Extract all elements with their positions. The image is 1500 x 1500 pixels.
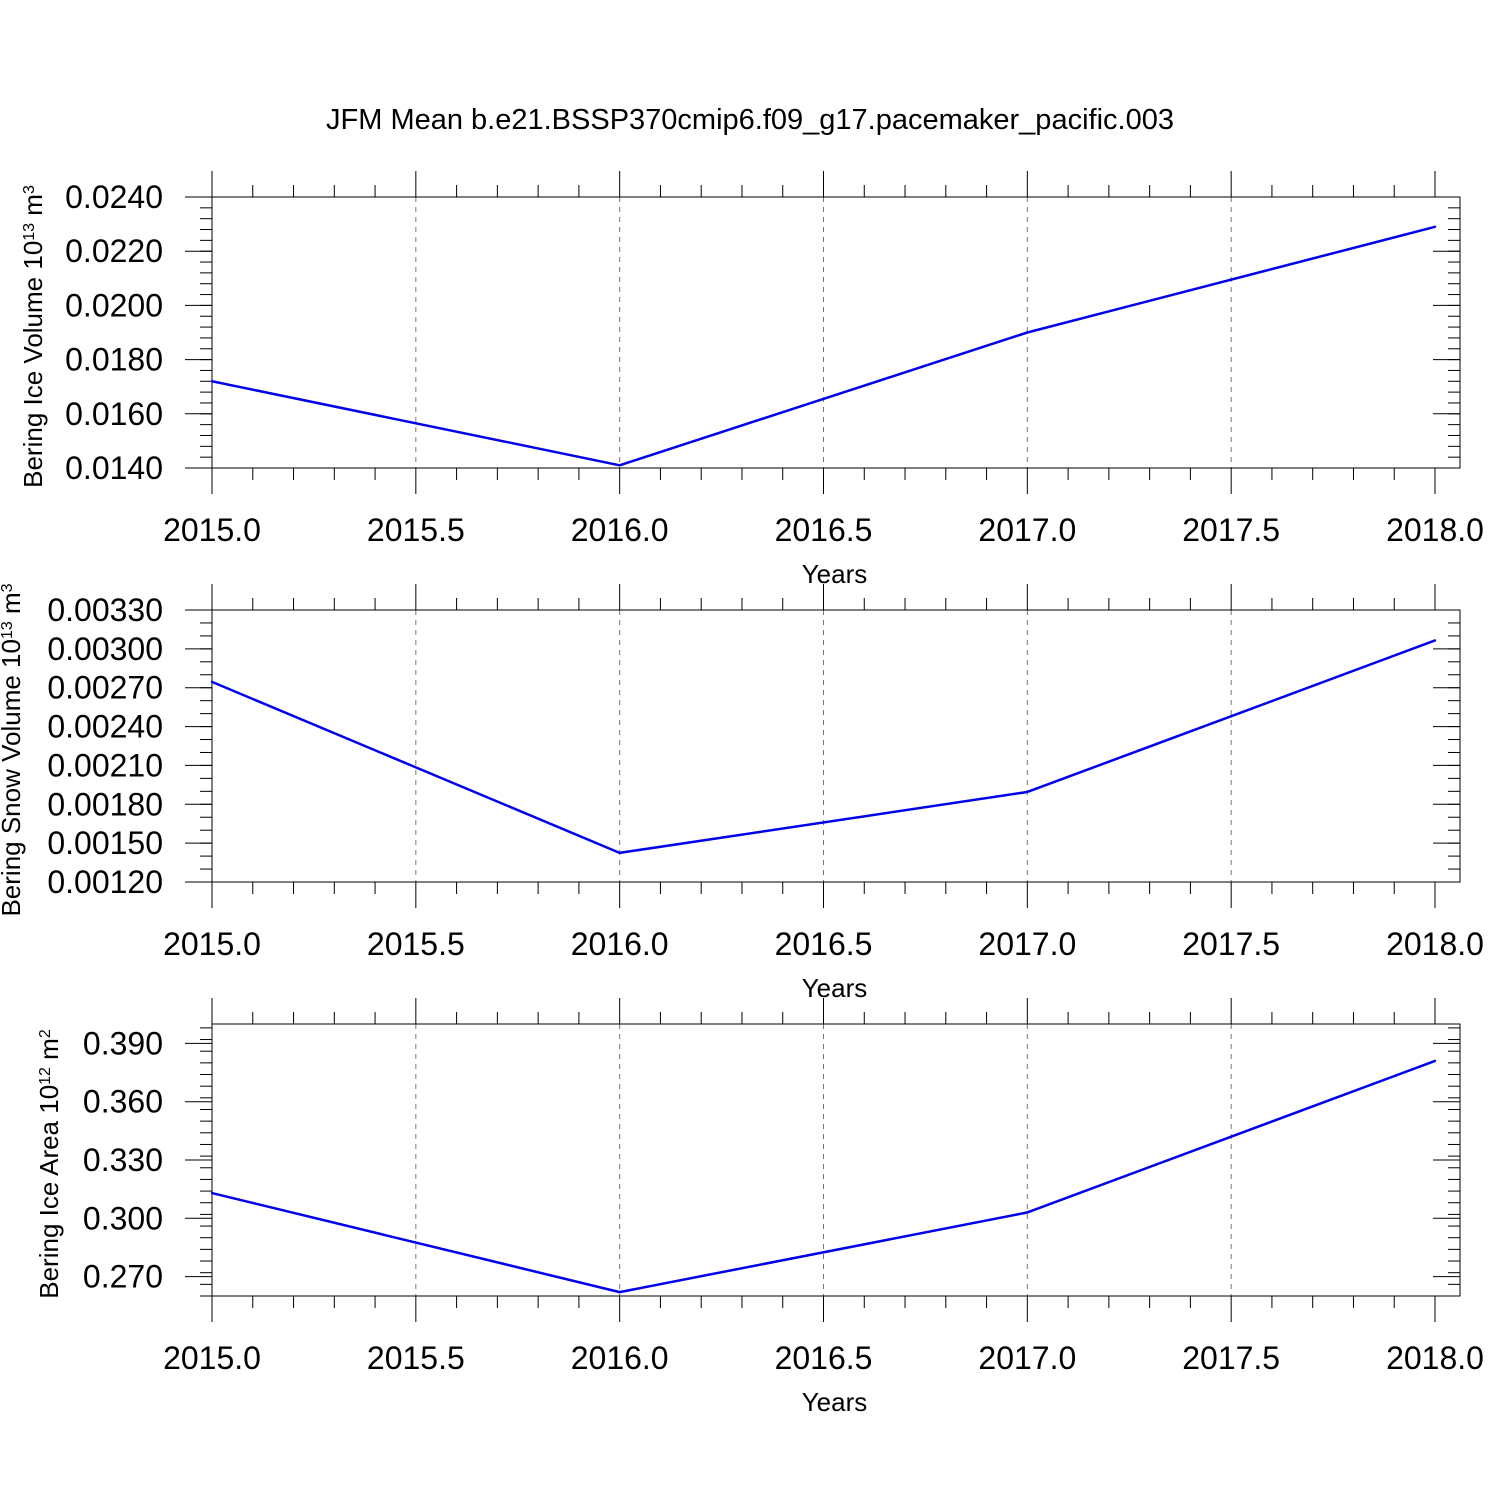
y-axis-title: Bering Ice Area 1012 m2 bbox=[34, 1029, 64, 1299]
y-tick-label: 0.00300 bbox=[47, 631, 163, 667]
y-axis-title: Bering Snow Volume 1013 m3 bbox=[0, 583, 26, 916]
x-axis-title: Years bbox=[802, 559, 868, 589]
data-point bbox=[1433, 639, 1437, 642]
y-tick-label: 0.00240 bbox=[47, 709, 163, 745]
x-tick-label: 2015.0 bbox=[163, 1340, 261, 1376]
x-tick-label: 2017.0 bbox=[978, 1340, 1076, 1376]
y-axis-title-superscript: 3 bbox=[0, 583, 16, 592]
y-axis-title-part: m bbox=[34, 1038, 64, 1067]
x-tick-label: 2016.0 bbox=[571, 926, 669, 962]
data-point bbox=[1026, 331, 1029, 334]
y-tick-label: 0.360 bbox=[83, 1084, 163, 1120]
plot-frame bbox=[211, 609, 1461, 883]
x-tick-label: 2018.0 bbox=[1386, 1340, 1484, 1376]
x-tick-label: 2018.0 bbox=[1386, 512, 1484, 548]
x-tick-label: 2015.5 bbox=[367, 926, 465, 962]
x-tick-label: 2017.5 bbox=[1182, 926, 1280, 962]
data-point bbox=[1433, 225, 1437, 229]
x-tick-label: 2017.5 bbox=[1182, 1340, 1280, 1376]
y-axis-title-superscript: 12 bbox=[37, 1067, 54, 1085]
y-tick-label: 0.0200 bbox=[65, 287, 163, 323]
y-axis-title-part: Bering Ice Volume 10 bbox=[18, 241, 48, 488]
x-tick-label: 2018.0 bbox=[1386, 926, 1484, 962]
data-point bbox=[210, 680, 214, 684]
y-axis-title-superscript: 13 bbox=[21, 223, 38, 241]
series-line bbox=[211, 225, 1436, 467]
data-point bbox=[210, 380, 214, 383]
x-tick-label: 2016.5 bbox=[775, 926, 873, 962]
data-point bbox=[1433, 1059, 1437, 1063]
y-tick-label: 0.0180 bbox=[65, 342, 163, 378]
x-tick-label: 2017.0 bbox=[978, 926, 1076, 962]
x-axis-title: Years bbox=[802, 1387, 868, 1417]
y-tick-label: 0.00210 bbox=[47, 747, 163, 783]
y-axis-title-part: Bering Ice Area 10 bbox=[34, 1085, 64, 1299]
data-point bbox=[210, 1191, 214, 1195]
data-point bbox=[1026, 790, 1029, 794]
x-tick-label: 2016.0 bbox=[571, 512, 669, 548]
y-tick-label: 0.330 bbox=[83, 1142, 163, 1178]
y-axis-title-part: m bbox=[0, 592, 26, 621]
y-tick-label: 0.0140 bbox=[65, 450, 163, 486]
y-axis-title-superscript: 13 bbox=[0, 621, 16, 639]
series-line bbox=[211, 1059, 1436, 1294]
y-tick-label: 0.00270 bbox=[47, 670, 163, 706]
x-tick-label: 2015.0 bbox=[163, 512, 261, 548]
y-axis-title-part: m bbox=[18, 194, 48, 223]
x-axis-title: Years bbox=[802, 973, 868, 1003]
panel-snow-volume: 2015.0 2015.5 2016.0 2016.5 2017.0 2017.5 2018… bbox=[0, 583, 1484, 1003]
x-tick-label: 2015.5 bbox=[367, 1340, 465, 1376]
x-tick-label: 2015.0 bbox=[163, 926, 261, 962]
plot-frame bbox=[211, 196, 1461, 469]
y-axis-title-part: Bering Snow Volume 10 bbox=[0, 639, 26, 917]
x-tick-label: 2017.5 bbox=[1182, 512, 1280, 548]
data-point bbox=[618, 1290, 621, 1294]
page-title: JFM Mean b.e21.BSSP370cmip6.f09_g17.pace… bbox=[326, 104, 1174, 136]
y-tick-label: 0.300 bbox=[83, 1200, 163, 1236]
y-axis-title-superscript: 2 bbox=[37, 1029, 54, 1038]
y-tick-label: 0.0240 bbox=[65, 179, 163, 215]
y-tick-label: 0.00120 bbox=[47, 864, 163, 900]
data-point bbox=[618, 851, 621, 855]
y-tick-label: 0.00180 bbox=[47, 786, 163, 822]
x-tick-label: 2017.0 bbox=[978, 512, 1076, 548]
y-axis-title-superscript: 3 bbox=[21, 185, 38, 194]
panel-ice-area: 2015.0 2015.5 2016.0 2016.5 2017.0 2017.5 2018… bbox=[34, 998, 1484, 1417]
data-point bbox=[618, 464, 621, 467]
y-tick-label: 0.0220 bbox=[65, 233, 163, 269]
y-tick-label: 0.270 bbox=[83, 1259, 163, 1295]
data-point bbox=[1026, 1211, 1029, 1214]
x-tick-label: 2016.5 bbox=[775, 512, 873, 548]
plot-frame bbox=[211, 1023, 1461, 1297]
x-tick-label: 2015.5 bbox=[367, 512, 465, 548]
y-tick-label: 0.0160 bbox=[65, 396, 163, 432]
y-tick-label: 0.00330 bbox=[47, 592, 163, 628]
x-tick-label: 2016.5 bbox=[775, 1340, 873, 1376]
y-axis-title: Bering Ice Volume 1013 m3 bbox=[18, 185, 48, 488]
y-tick-label: 0.00150 bbox=[47, 825, 163, 861]
panel-ice-volume: 2015.0 2015.5 2016.0 2016.5 2017.0 2017.5 2018… bbox=[18, 171, 1484, 589]
x-tick-label: 2016.0 bbox=[571, 1340, 669, 1376]
y-tick-label: 0.390 bbox=[83, 1025, 163, 1061]
series-line bbox=[211, 639, 1436, 855]
